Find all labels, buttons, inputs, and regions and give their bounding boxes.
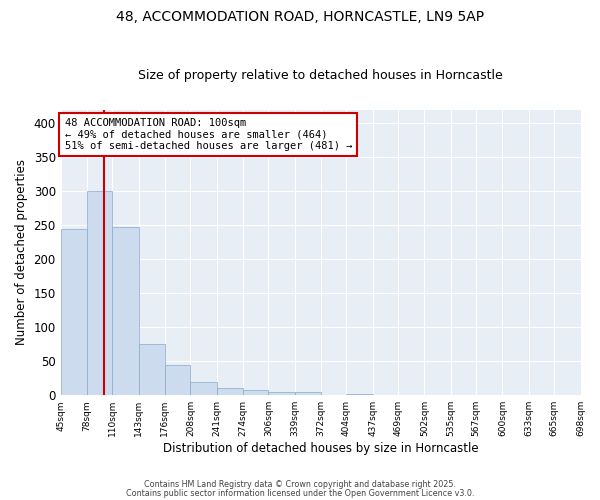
Bar xyxy=(554,394,581,395)
Bar xyxy=(61,228,87,395)
Bar xyxy=(217,388,243,395)
Y-axis label: Number of detached properties: Number of detached properties xyxy=(15,160,28,346)
Text: Contains public sector information licensed under the Open Government Licence v3: Contains public sector information licen… xyxy=(126,488,474,498)
X-axis label: Distribution of detached houses by size in Horncastle: Distribution of detached houses by size … xyxy=(163,442,478,455)
Bar xyxy=(139,344,165,395)
Bar xyxy=(87,191,112,395)
Bar xyxy=(268,392,295,395)
Text: 48 ACCOMMODATION ROAD: 100sqm
← 49% of detached houses are smaller (464)
51% of : 48 ACCOMMODATION ROAD: 100sqm ← 49% of d… xyxy=(65,118,352,151)
Text: Contains HM Land Registry data © Crown copyright and database right 2025.: Contains HM Land Registry data © Crown c… xyxy=(144,480,456,489)
Text: 48, ACCOMMODATION ROAD, HORNCASTLE, LN9 5AP: 48, ACCOMMODATION ROAD, HORNCASTLE, LN9 … xyxy=(116,10,484,24)
Bar xyxy=(398,394,424,395)
Bar xyxy=(346,394,373,395)
Bar xyxy=(243,390,268,395)
Bar xyxy=(190,382,217,395)
Bar xyxy=(295,392,321,395)
Bar xyxy=(112,227,139,395)
Bar xyxy=(165,364,190,395)
Title: Size of property relative to detached houses in Horncastle: Size of property relative to detached ho… xyxy=(138,69,503,82)
Bar xyxy=(373,394,398,395)
